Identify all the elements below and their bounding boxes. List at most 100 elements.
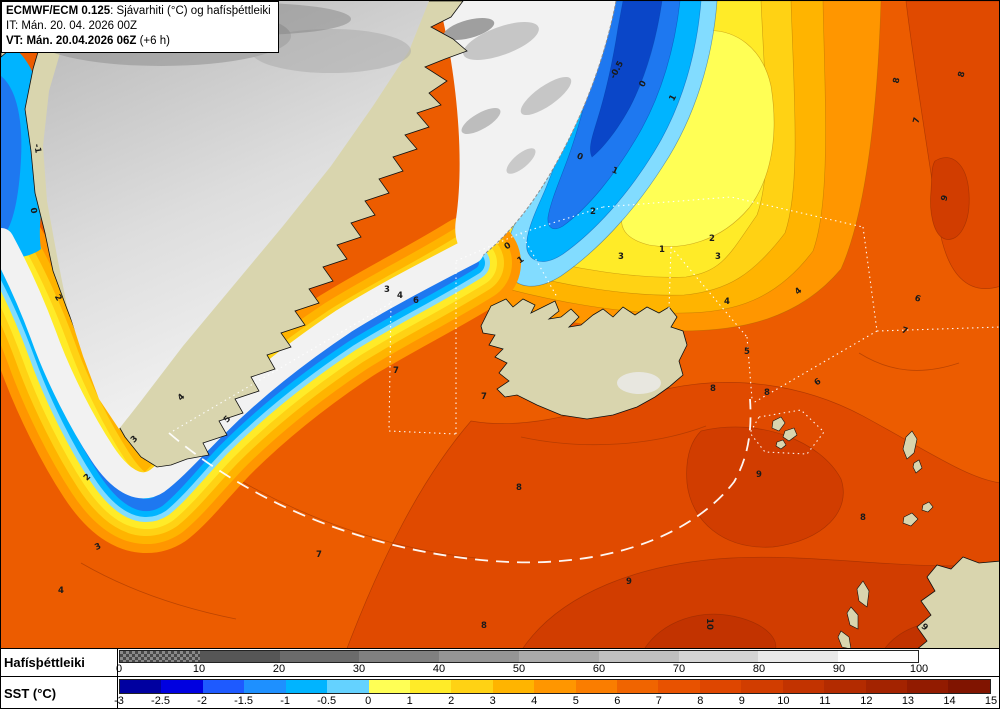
valid-time: VT: Mán. 20.04.2026 06Z: [6, 34, 137, 47]
legend-tick: 10: [192, 663, 206, 675]
legend-segment: [907, 680, 949, 693]
contour-label: 8: [892, 77, 903, 85]
orkney-island: [902, 512, 919, 527]
legend-tick: 14: [943, 695, 956, 707]
zone-line: [668, 246, 672, 310]
model-title-line: ECMWF/ECM 0.125: Sjávarhiti (°C) og hafí…: [6, 4, 271, 19]
zone-dashed-arc: [168, 398, 752, 564]
contour-label: 5: [222, 414, 233, 425]
legend-segment: [451, 680, 493, 693]
zone-line: [388, 430, 457, 435]
legend-tick: 70: [672, 663, 686, 675]
zone-line: [520, 232, 558, 298]
contour-label: 8: [710, 384, 716, 394]
legend-segment: [279, 651, 360, 662]
legend-segment: [327, 680, 369, 693]
contour-label: 9: [756, 470, 762, 480]
legend-tick: 50: [512, 663, 526, 675]
contour-label: 8: [860, 513, 866, 523]
legend-tick: -1.5: [234, 695, 254, 707]
legend-tick: 40: [432, 663, 446, 675]
sst-legend-row: SST (°C) -3 -2.5 -2 -1.5 -1 -0.5 0 1 2 3 4 5 6 7 8 9 10 1…: [1, 676, 999, 708]
legend-segment: [865, 680, 908, 693]
legend-tick: 13: [901, 695, 915, 707]
legend-strip: Hafísþéttleiki 0 10 20 30 40 50 60 70 80 90 100 SS…: [1, 648, 999, 708]
legend-segment: [120, 680, 162, 693]
contour-line: [240, 480, 477, 559]
legend-segment: [948, 680, 990, 693]
contour-label: 6: [813, 377, 824, 389]
contour-label: 8: [516, 483, 522, 493]
contour-label: 8: [481, 621, 487, 631]
ice-texture: [506, 148, 536, 174]
contour-label: 9: [919, 622, 930, 634]
legend-tick: -2.5: [151, 695, 170, 707]
contour-label: 2: [590, 207, 596, 217]
vatnajokull-glacier: [617, 372, 661, 394]
contour-label: 10: [704, 618, 714, 630]
contour-label: 3: [384, 285, 390, 295]
zone-line: [746, 336, 753, 400]
legend-segment: [699, 680, 742, 693]
model-subtitle: : Sjávarhiti (°C) og hafísþéttleiki: [110, 5, 271, 17]
legend-segment: [598, 651, 679, 662]
coastal-ice-band: [1, 228, 484, 499]
valid-time-offset: (+6 h): [136, 34, 170, 47]
orkney-islands: [902, 501, 934, 527]
icecap-shading: [251, 29, 411, 73]
ice-texture: [463, 22, 539, 60]
legend-segment: [782, 680, 825, 693]
ice-colorbar-ticks: 0 10 20 30 40 50 60 70 80 90 100: [116, 663, 928, 676]
legend-tick: 7: [655, 695, 662, 707]
contour-label: 2: [709, 234, 715, 244]
contour-label: 3: [129, 434, 140, 445]
hebrides-island: [846, 606, 859, 630]
legend-segment: [617, 680, 659, 693]
sst-band-10: [642, 614, 777, 651]
legend-segment: [244, 680, 286, 693]
ice-texture: [520, 76, 572, 116]
orkney-island: [921, 501, 934, 513]
contour-label: 1: [659, 245, 665, 255]
contour-label: 8: [956, 70, 967, 78]
zone-dotted-lines: [172, 196, 999, 455]
zone-line: [172, 302, 392, 432]
legend-tick: 100: [909, 663, 929, 675]
hebrides-islands: [837, 580, 870, 650]
hebrides-island: [856, 580, 870, 608]
contour-label: 3: [715, 252, 721, 262]
legend-segment: [658, 680, 700, 693]
legend-segment: [741, 680, 783, 693]
contour-label: 0: [503, 241, 514, 253]
polar-band-deep-blue: [590, 1, 663, 158]
shetland-islands: [902, 430, 923, 474]
ice-legend-label: Hafísþéttleiki: [1, 649, 118, 676]
legend-tick: 9: [738, 695, 745, 707]
model-name: ECMWF/ECM 0.125: [6, 5, 111, 17]
ice-concentration-colorbar: [119, 650, 919, 663]
contour-label: 4: [397, 291, 403, 301]
contour-label: 6: [913, 293, 922, 304]
legend-tick: 12: [860, 695, 873, 707]
sst-legend-label: SST (°C): [1, 677, 118, 708]
legend-segment: [368, 680, 410, 693]
contour-label: 9: [939, 194, 950, 203]
contour-label: 9: [626, 577, 632, 587]
legend-tick: 1: [406, 695, 413, 707]
sst-band-9-ne: [930, 157, 970, 240]
contour-line: [80, 562, 237, 620]
contour-label: 7: [481, 392, 487, 402]
davis-strait-blue: [1, 76, 22, 237]
legend-tick: 10: [777, 695, 790, 707]
contour-label: 3: [93, 541, 103, 553]
legend-tick: 30: [352, 663, 366, 675]
ice-edge-line: [472, 1, 617, 264]
contour-label: 1: [610, 165, 619, 177]
legend-segment: [359, 651, 440, 662]
init-time-line: IT: Mán. 20. 04. 2026 00Z: [6, 19, 138, 32]
sst-colorbar-ticks: -3 -2.5 -2 -1.5 -1 -0.5 0 1 2 3 4 5 6 7 8 9 10 11 12 13 14 15: [114, 695, 997, 708]
ice-texture: [461, 108, 501, 135]
